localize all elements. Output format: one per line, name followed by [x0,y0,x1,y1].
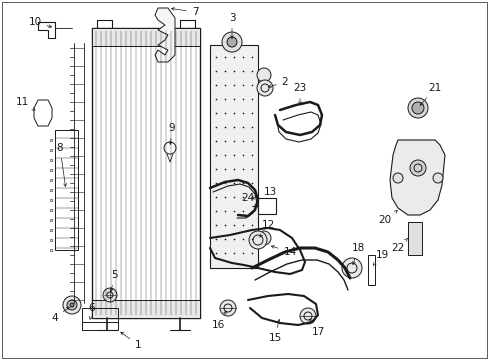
Text: 21: 21 [420,83,441,105]
Circle shape [257,68,270,82]
Text: 14: 14 [271,246,296,257]
Text: 24: 24 [241,193,257,206]
Circle shape [341,258,361,278]
Circle shape [299,308,315,324]
Text: 15: 15 [268,319,281,343]
Text: 7: 7 [171,7,198,17]
Text: 5: 5 [110,270,118,292]
Circle shape [248,231,266,249]
Circle shape [226,37,237,47]
Circle shape [220,300,236,316]
Polygon shape [155,8,175,62]
Text: 18: 18 [351,243,364,265]
Text: 4: 4 [52,307,69,323]
Circle shape [409,160,425,176]
Polygon shape [389,140,444,215]
Text: 20: 20 [378,211,397,225]
Text: 23: 23 [293,83,306,104]
Bar [55,130,78,250]
Text: 16: 16 [211,311,226,330]
Text: 12: 12 [260,220,274,237]
Text: 11: 11 [15,97,35,110]
Bar [367,255,374,285]
Circle shape [407,98,427,118]
Bar [92,28,200,318]
Bar [92,28,200,46]
Circle shape [411,102,423,114]
Text: 13: 13 [251,187,276,199]
Bar [258,198,275,214]
Circle shape [103,288,117,302]
Circle shape [432,173,442,183]
Text: 6: 6 [88,303,95,319]
Text: 19: 19 [372,250,388,265]
Text: 3: 3 [228,13,235,39]
Text: 2: 2 [268,77,288,87]
Bar [209,45,258,268]
Text: 8: 8 [57,143,66,186]
Circle shape [257,80,272,96]
Circle shape [70,303,74,307]
Circle shape [392,173,402,183]
Circle shape [222,32,242,52]
Text: 10: 10 [28,17,52,27]
Circle shape [257,231,270,245]
Bar [82,308,118,322]
Text: 22: 22 [390,238,407,253]
Circle shape [63,296,81,314]
Text: 1: 1 [121,332,141,350]
Circle shape [67,300,77,310]
Text: 9: 9 [168,123,175,144]
Text: 17: 17 [309,319,324,337]
Bar [407,222,421,255]
Bar [92,300,200,318]
